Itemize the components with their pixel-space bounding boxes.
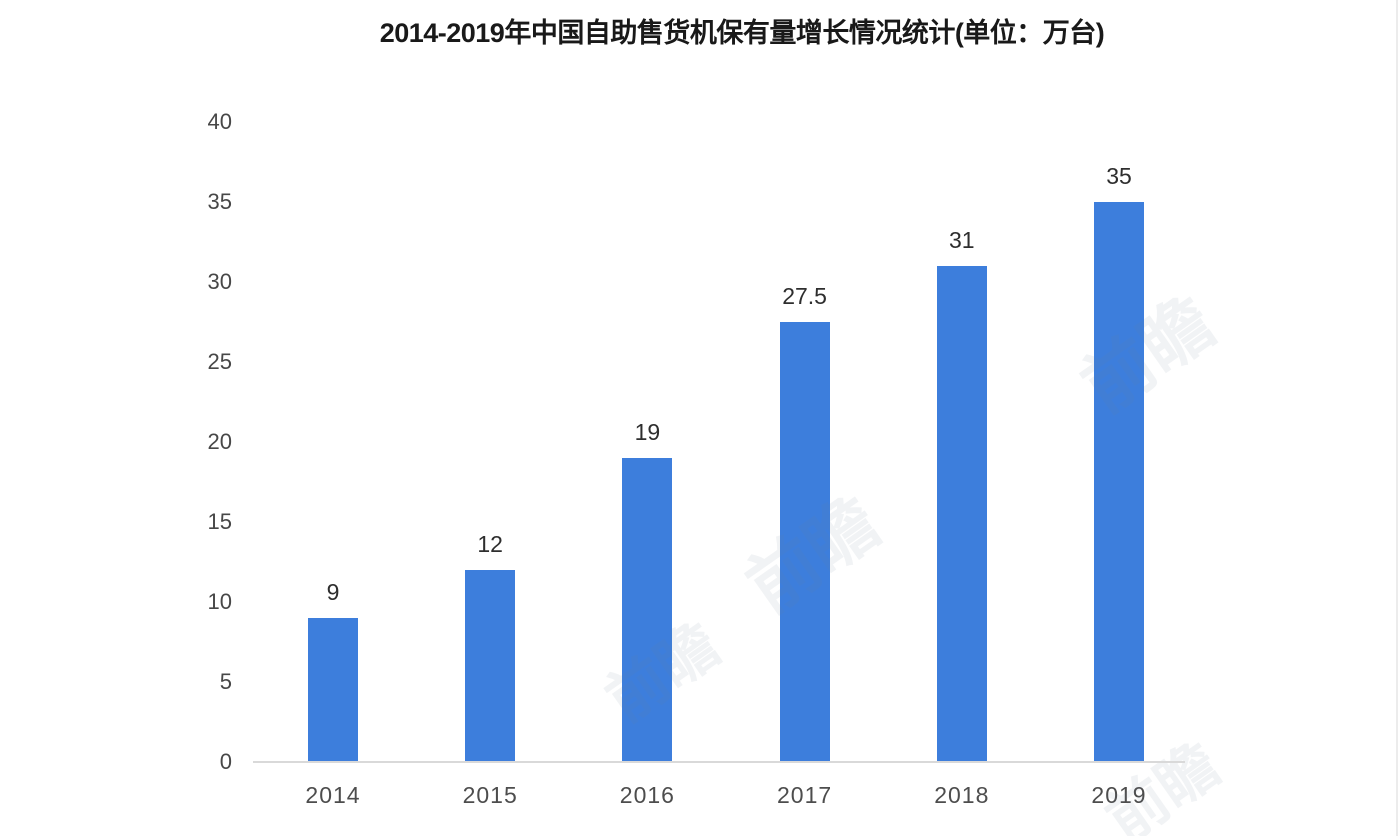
bar-value-label: 27.5 (782, 283, 827, 309)
x-axis-tick-label: 2014 (305, 782, 361, 808)
bar-value-label: 35 (1106, 163, 1132, 189)
bar-2014 (308, 618, 358, 762)
y-axis-tick-label: 5 (219, 669, 232, 694)
chart-title: 2014-2019年中国自助售货机保有量增长情况统计(单位：万台) (379, 18, 1105, 48)
bar-2017 (779, 322, 830, 762)
y-axis-tick-label: 0 (219, 749, 232, 774)
y-axis-tick-label: 25 (207, 349, 232, 374)
watermark-text: 前瞻 (1068, 282, 1228, 428)
bar-value-label: 31 (949, 227, 975, 253)
y-axis-tick-label: 35 (207, 189, 232, 214)
y-axis-tick-label: 30 (207, 269, 232, 294)
bar-2019 (1094, 202, 1144, 762)
y-axis-tick-label: 15 (207, 509, 232, 534)
x-axis-line (253, 761, 1185, 763)
x-axis-tick-label: 2018 (934, 782, 990, 808)
bar-2016 (622, 458, 673, 762)
bar-value-label: 19 (634, 419, 661, 445)
y-axis-tick-label: 10 (207, 589, 232, 614)
x-axis-tick-label: 2015 (462, 782, 518, 808)
bar-2018 (936, 266, 987, 762)
y-axis-tick-label: 40 (207, 109, 232, 134)
bar-value-label: 9 (326, 579, 340, 605)
x-axis-tick-label: 2019 (1091, 782, 1147, 808)
y-axis-tick-label: 20 (207, 429, 232, 454)
x-axis-tick-label: 2016 (619, 782, 675, 808)
bar-value-label: 12 (477, 531, 503, 557)
bar-2015 (465, 570, 516, 762)
x-axis-tick-label: 2017 (777, 782, 833, 808)
right-edge-line (1396, 0, 1398, 836)
